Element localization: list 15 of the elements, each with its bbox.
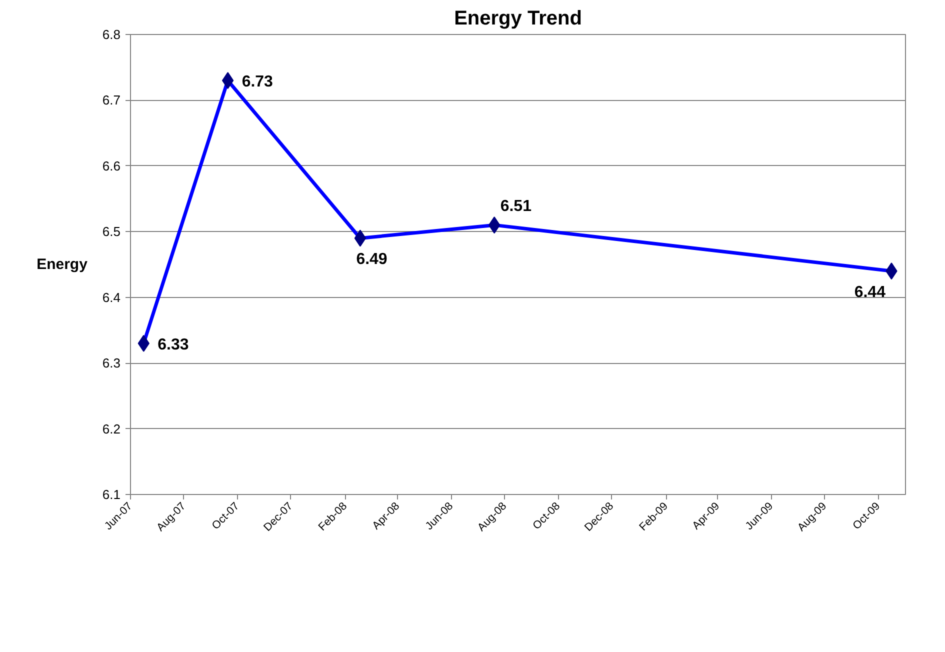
y-tick-label: 6.5 [102, 224, 121, 240]
y-tick-label: 6.6 [102, 158, 121, 174]
y-tick-label: 6.7 [102, 92, 121, 108]
y-tick-label: 6.4 [102, 290, 121, 305]
y-axis-title: Energy [36, 256, 88, 273]
y-tick-label: 6.1 [102, 487, 121, 502]
data-label: 6.33 [158, 336, 189, 354]
y-tick-label: 6.2 [102, 421, 121, 436]
data-label: 6.73 [242, 74, 274, 90]
y-tick-label: 6.3 [102, 356, 121, 371]
y-tick-label: 6.8 [102, 27, 121, 42]
data-label: 6.51 [500, 198, 532, 216]
data-label: 6.49 [356, 251, 388, 268]
data-label: 6.44 [854, 284, 886, 302]
chart-title: Energy Trend [454, 8, 582, 30]
